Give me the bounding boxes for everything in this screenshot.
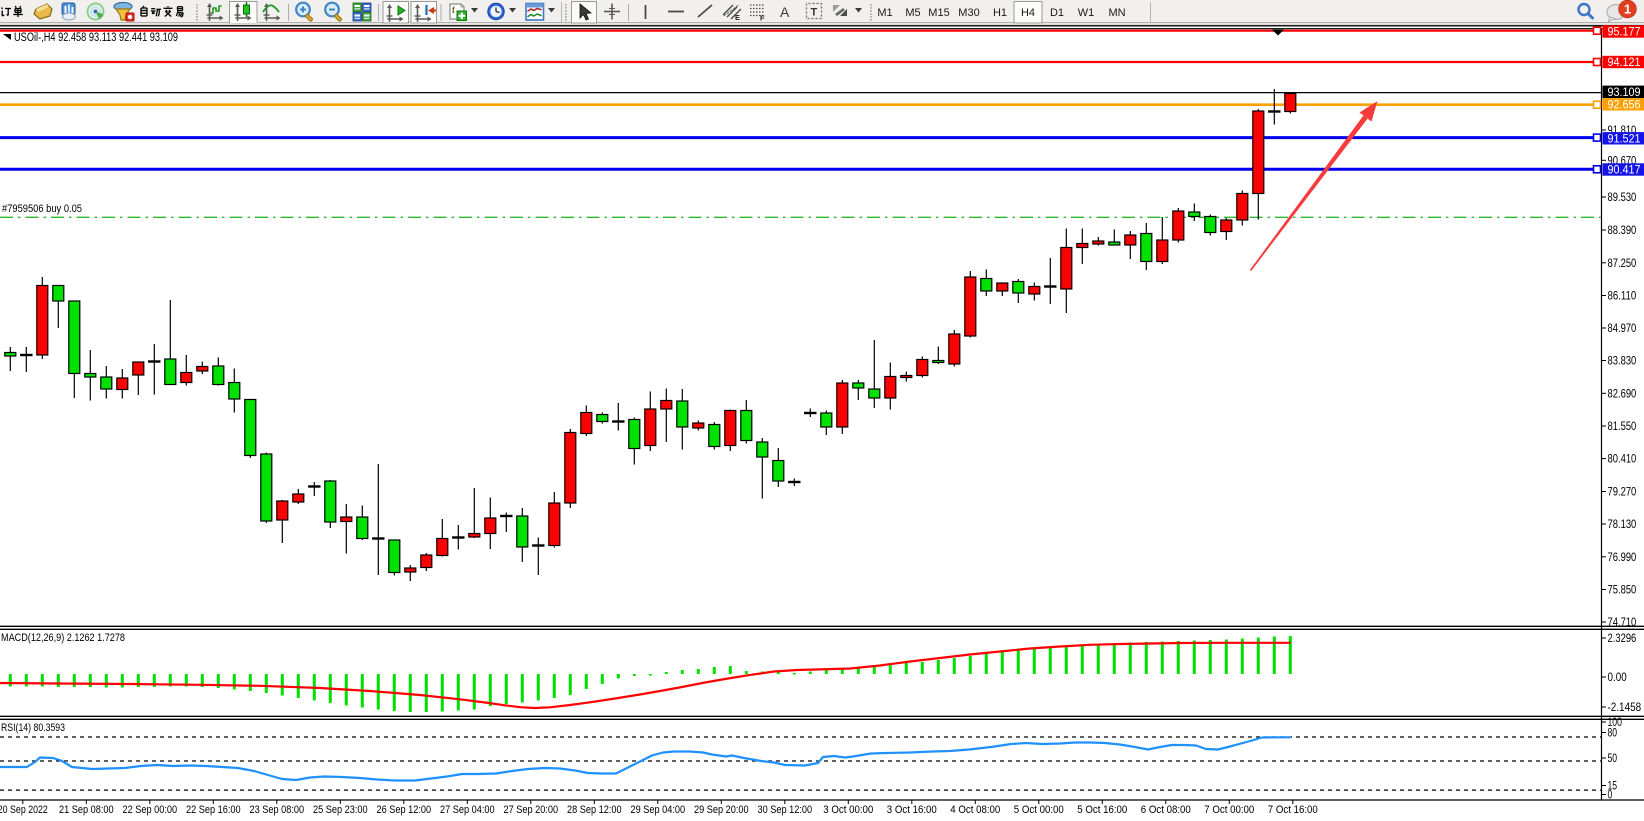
- svg-text:2.3296: 2.3296: [1608, 633, 1637, 645]
- svg-text:T: T: [811, 7, 818, 19]
- svg-text:95.177: 95.177: [1608, 27, 1641, 39]
- svg-text:H4: H4: [1021, 7, 1035, 19]
- svg-text:86.110: 86.110: [1608, 291, 1637, 303]
- svg-text:1: 1: [1624, 2, 1631, 17]
- svg-text:92.656: 92.656: [1608, 99, 1641, 111]
- svg-text:100: 100: [1608, 717, 1622, 729]
- svg-text:A: A: [780, 4, 790, 20]
- svg-text:0: 0: [1608, 790, 1613, 802]
- svg-text:93.109: 93.109: [1608, 87, 1641, 99]
- svg-text:27 Sep 20:00: 27 Sep 20:00: [504, 804, 559, 816]
- svg-text:M30: M30: [958, 7, 979, 19]
- svg-text:4 Oct 08:00: 4 Oct 08:00: [950, 804, 1000, 816]
- svg-text:20 Sep 2022: 20 Sep 2022: [0, 804, 48, 816]
- svg-text:7 Oct 16:00: 7 Oct 16:00: [1268, 804, 1318, 816]
- svg-text:88.390: 88.390: [1608, 225, 1637, 237]
- svg-text:84.970: 84.970: [1608, 323, 1637, 335]
- svg-text:6 Oct 08:00: 6 Oct 08:00: [1141, 804, 1191, 816]
- svg-text:29 Sep 04:00: 29 Sep 04:00: [631, 804, 686, 816]
- svg-text:91.521: 91.521: [1608, 133, 1641, 145]
- svg-text:82.690: 82.690: [1608, 388, 1637, 400]
- svg-text:F: F: [760, 14, 765, 23]
- svg-text:75.850: 75.850: [1608, 585, 1637, 597]
- svg-text:5 Oct 00:00: 5 Oct 00:00: [1014, 804, 1064, 816]
- svg-text:D1: D1: [1050, 7, 1064, 19]
- svg-text:50: 50: [1608, 753, 1618, 765]
- svg-text:81.550: 81.550: [1608, 421, 1637, 433]
- svg-text:26 Sep 12:00: 26 Sep 12:00: [377, 804, 432, 816]
- svg-text:90.417: 90.417: [1608, 165, 1641, 177]
- svg-text:29 Sep 20:00: 29 Sep 20:00: [694, 804, 749, 816]
- svg-text:f: f: [452, 5, 456, 15]
- svg-text:M1: M1: [877, 7, 892, 19]
- svg-text:E: E: [735, 13, 740, 22]
- svg-text:23 Sep 08:00: 23 Sep 08:00: [250, 804, 305, 816]
- svg-text:M15: M15: [928, 7, 949, 19]
- svg-text:0.00: 0.00: [1608, 672, 1627, 684]
- svg-text:MACD(12,26,9) 2.1262 1.7278: MACD(12,26,9) 2.1262 1.7278: [1, 632, 125, 644]
- svg-text:76.990: 76.990: [1608, 552, 1637, 564]
- svg-text:USOil-,H4 92.458 93.113 92.44: USOil-,H4 92.458 93.113 92.441 93.109: [14, 32, 178, 44]
- svg-text:3 Oct 00:00: 3 Oct 00:00: [823, 804, 873, 816]
- svg-text:27 Sep 04:00: 27 Sep 04:00: [440, 804, 495, 816]
- svg-text:83.830: 83.830: [1608, 356, 1637, 368]
- svg-text:H1: H1: [993, 7, 1007, 19]
- svg-text:22 Sep 00:00: 22 Sep 00:00: [123, 804, 178, 816]
- svg-text:W1: W1: [1078, 7, 1095, 19]
- svg-text:78.130: 78.130: [1608, 519, 1637, 531]
- svg-text:80.410: 80.410: [1608, 454, 1637, 466]
- svg-text:80: 80: [1608, 728, 1618, 740]
- svg-text:74.710: 74.710: [1608, 617, 1637, 629]
- svg-text:MN: MN: [1108, 7, 1125, 19]
- svg-text:89.530: 89.530: [1608, 192, 1637, 204]
- svg-text:5 Oct 16:00: 5 Oct 16:00: [1077, 804, 1127, 816]
- svg-text:87.250: 87.250: [1608, 258, 1637, 270]
- svg-text:RSI(14) 80.3593: RSI(14) 80.3593: [1, 722, 65, 734]
- svg-text:-2.1458: -2.1458: [1608, 702, 1642, 714]
- svg-text:M5: M5: [905, 7, 920, 19]
- svg-text:21 Sep 08:00: 21 Sep 08:00: [59, 804, 114, 816]
- svg-text:25 Sep 23:00: 25 Sep 23:00: [313, 804, 368, 816]
- svg-text:3 Oct 16:00: 3 Oct 16:00: [887, 804, 937, 816]
- svg-text:7 Oct 00:00: 7 Oct 00:00: [1204, 804, 1254, 816]
- svg-text:22 Sep 16:00: 22 Sep 16:00: [186, 804, 241, 816]
- svg-text:30 Sep 12:00: 30 Sep 12:00: [758, 804, 813, 816]
- svg-text:79.270: 79.270: [1608, 487, 1637, 499]
- svg-text:#7959506 buy 0.05: #7959506 buy 0.05: [2, 203, 82, 215]
- svg-text:94.121: 94.121: [1608, 57, 1641, 69]
- svg-text:28 Sep 12:00: 28 Sep 12:00: [567, 804, 622, 816]
- svg-text:15: 15: [1608, 781, 1618, 793]
